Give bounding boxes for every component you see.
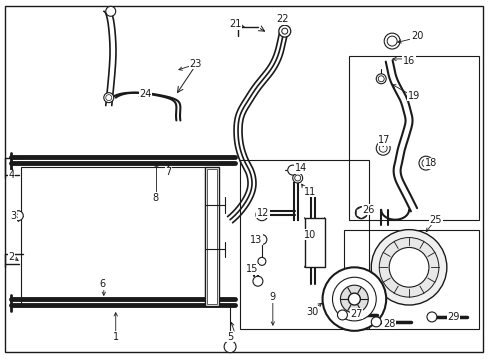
Polygon shape [355,207,366,219]
Bar [344,230,478,329]
Circle shape [370,230,446,305]
Text: 18: 18 [424,158,436,168]
Text: 20: 20 [410,31,422,41]
Circle shape [340,285,367,313]
Circle shape [421,159,429,167]
Text: 26: 26 [362,205,374,215]
Circle shape [332,277,375,321]
Text: 28: 28 [382,319,395,329]
Text: 1: 1 [112,332,119,342]
Circle shape [224,341,236,353]
Circle shape [294,175,300,181]
Text: 25: 25 [429,215,441,225]
Text: 29: 29 [447,312,459,322]
Text: 9: 9 [269,292,275,302]
Circle shape [379,144,386,152]
Circle shape [256,235,266,244]
Circle shape [105,95,112,100]
Text: 5: 5 [226,332,233,342]
Circle shape [375,74,386,84]
Circle shape [255,209,267,221]
Circle shape [257,257,265,265]
Text: 27: 27 [349,309,362,319]
Text: 7: 7 [165,167,171,177]
Text: 2: 2 [8,252,15,262]
Text: 21: 21 [228,19,241,29]
Circle shape [103,93,114,103]
Text: 19: 19 [407,91,419,101]
Text: 10: 10 [303,230,315,239]
Circle shape [355,207,366,219]
Bar [240,160,368,329]
Text: 23: 23 [189,59,201,69]
Circle shape [384,33,399,49]
Text: 24: 24 [139,89,151,99]
Circle shape [426,312,436,322]
Circle shape [388,247,428,287]
Circle shape [287,165,297,175]
Circle shape [379,238,438,297]
Circle shape [105,6,116,16]
Circle shape [418,156,432,170]
Text: 13: 13 [249,234,262,244]
Text: 22: 22 [276,14,288,24]
Bar [304,218,324,267]
Bar [349,56,478,220]
Text: 16: 16 [402,56,414,66]
Circle shape [377,76,384,82]
Circle shape [386,36,396,46]
Circle shape [337,310,346,320]
Text: 17: 17 [377,135,389,145]
Text: 12: 12 [256,208,268,218]
Circle shape [375,141,389,155]
Circle shape [347,293,360,305]
Text: 14: 14 [294,163,306,173]
Text: 4: 4 [8,170,14,180]
Bar [205,167,219,306]
Circle shape [252,276,263,286]
Circle shape [292,173,302,183]
Text: 30: 30 [306,307,318,317]
Text: 11: 11 [303,187,315,197]
Text: 6: 6 [100,279,106,289]
Text: 8: 8 [152,193,158,203]
Circle shape [278,25,290,37]
Circle shape [322,267,386,331]
Circle shape [370,317,381,327]
Bar [207,169,217,304]
Text: 15: 15 [245,264,258,274]
Circle shape [281,28,287,34]
Bar [21,167,205,306]
Text: 3: 3 [10,211,17,221]
Circle shape [13,211,23,221]
